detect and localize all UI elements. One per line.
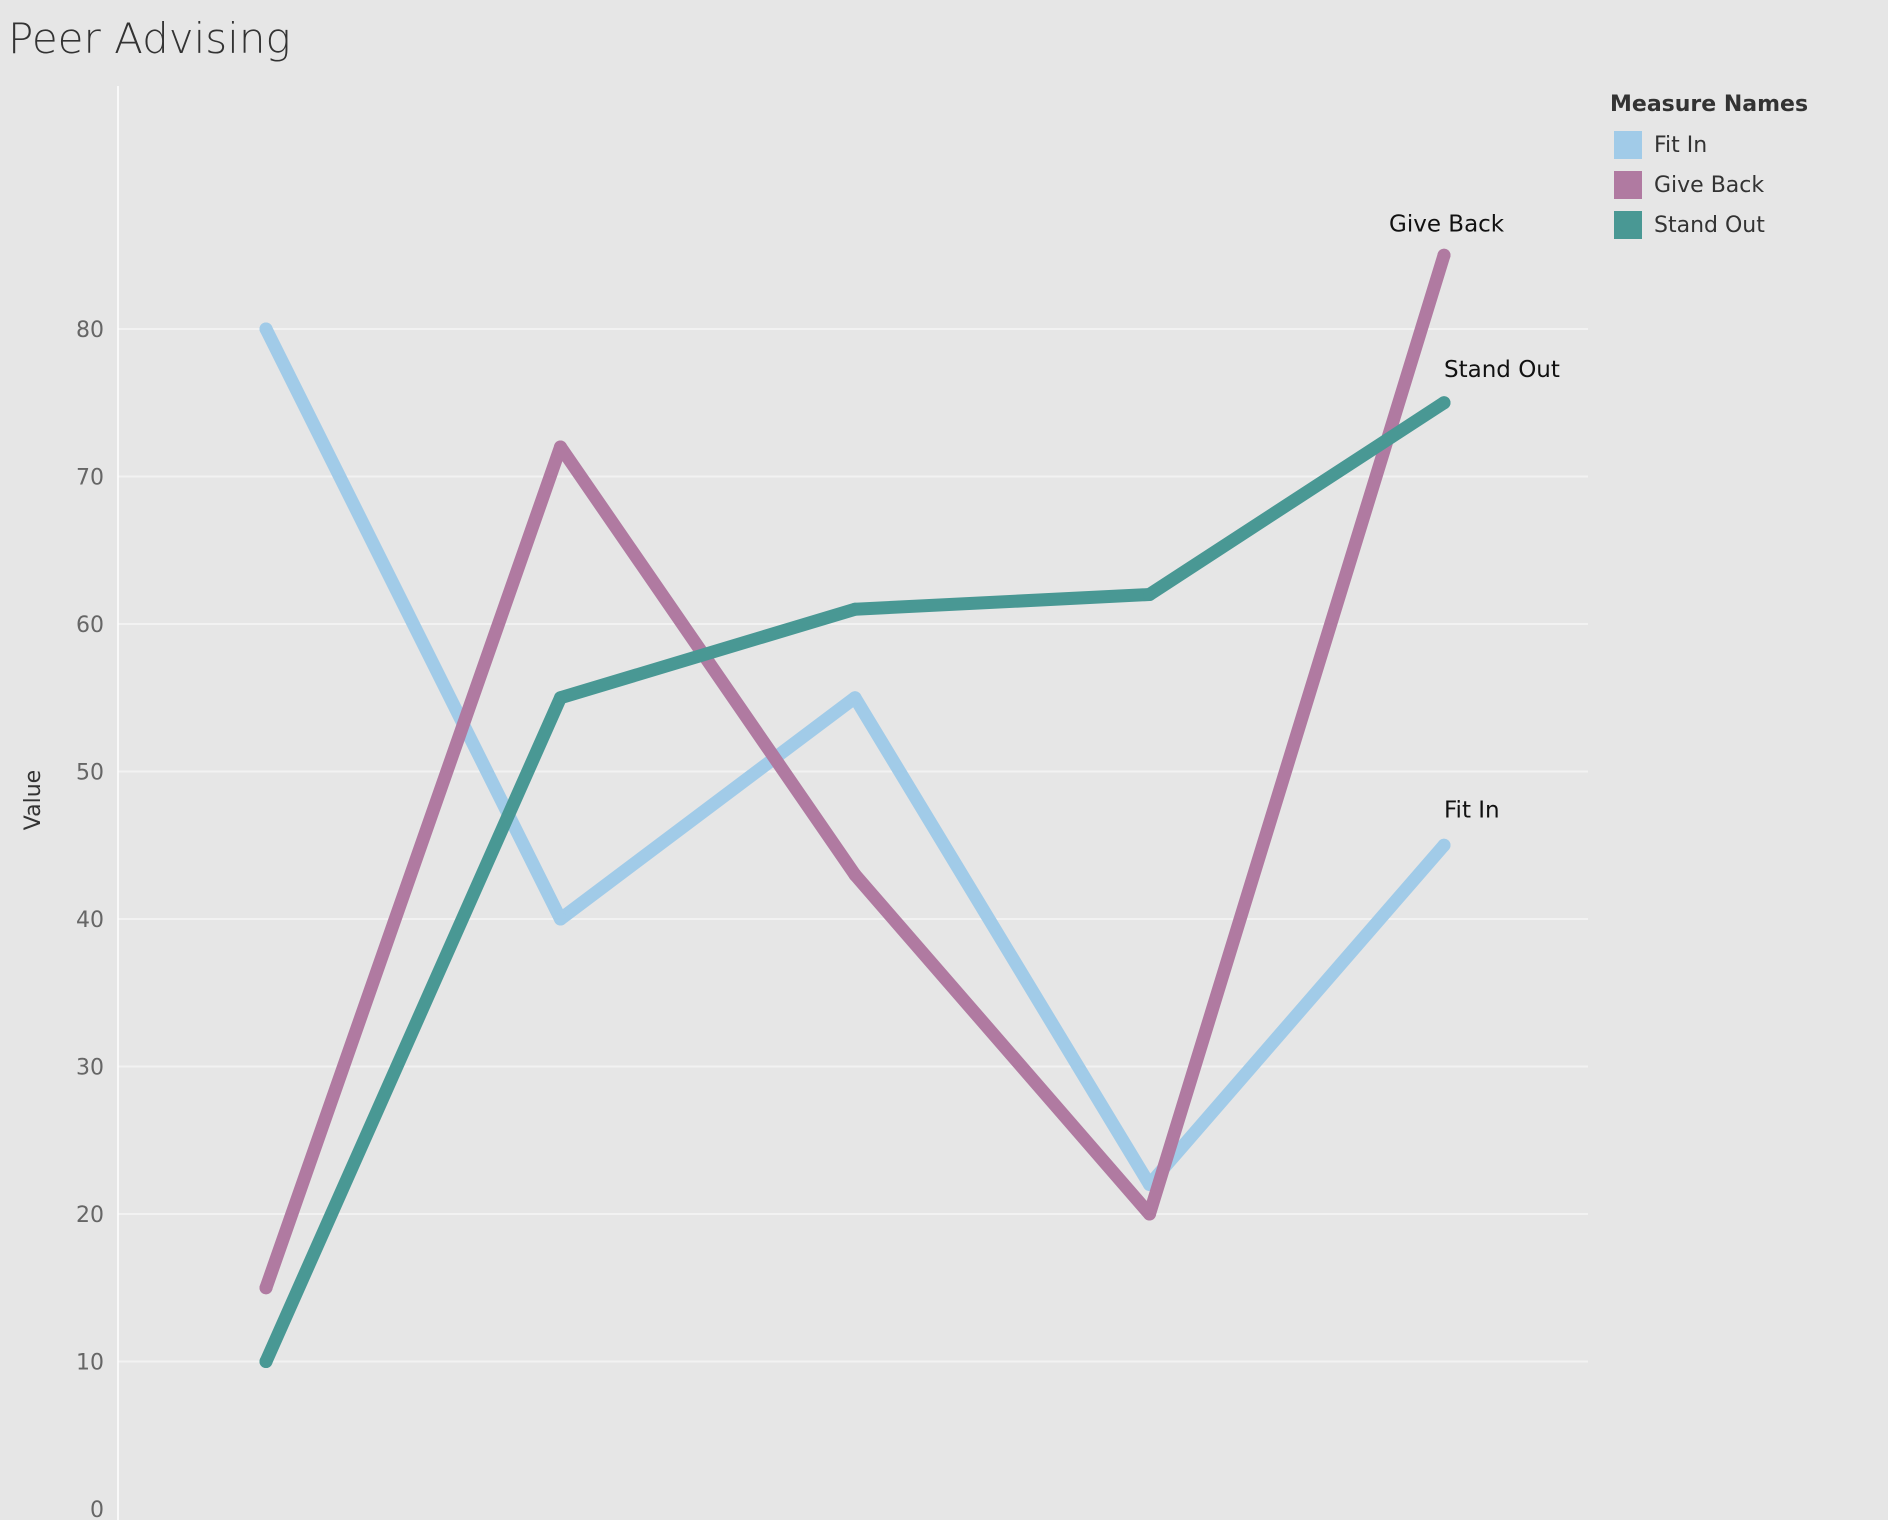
y-tick-label-20: 20 [76, 1203, 104, 1228]
y-tick-label-10: 10 [76, 1351, 104, 1376]
legend-swatch-stand-out [1614, 211, 1642, 239]
point-stand-out-4 [1143, 588, 1156, 601]
legend: Measure Names Fit In Give Back Stand Out [1610, 92, 1808, 245]
point-stand-out-1 [259, 1355, 273, 1368]
legend-label-fit-in: Fit In [1654, 132, 1708, 158]
y-axis-title: Value [21, 770, 46, 830]
point-give-back-2 [554, 440, 567, 454]
series-end-labels: Fit In Give Back Stand Out [1389, 211, 1560, 823]
point-give-back-4 [1143, 1207, 1156, 1221]
y-tick-label-50: 50 [76, 761, 104, 786]
point-stand-out-5 [1437, 396, 1451, 410]
legend-items: Fit In Give Back Stand Out [1610, 125, 1808, 245]
point-fit-in-1 [259, 322, 273, 336]
legend-swatch-fit-in [1614, 131, 1642, 159]
point-fit-in-3 [848, 691, 862, 705]
point-fit-in-5 [1437, 838, 1451, 852]
legend-item-fit-in[interactable]: Fit In [1610, 125, 1808, 165]
point-give-back-3 [848, 868, 862, 882]
legend-label-give-back: Give Back [1654, 172, 1765, 198]
series-line-fit-in [259, 322, 1451, 1191]
legend-item-give-back[interactable]: Give Back [1610, 165, 1808, 205]
point-fit-in-2 [554, 912, 567, 926]
end-label-fit-in: Fit In [1444, 797, 1500, 823]
legend-item-stand-out[interactable]: Stand Out [1610, 205, 1808, 245]
point-give-back-1 [259, 1281, 273, 1295]
point-stand-out-2 [554, 691, 567, 705]
page-title: Peer Advising [8, 14, 291, 63]
legend-label-stand-out: Stand Out [1654, 212, 1765, 238]
end-label-give-back: Give Back [1389, 211, 1505, 237]
gridlines [118, 328, 1588, 1363]
y-tick-label-30: 30 [76, 1056, 104, 1081]
legend-swatch-give-back [1614, 171, 1642, 199]
y-tick-labels: 0 10 20 30 40 50 60 70 80 [76, 318, 104, 1520]
point-give-back-5 [1437, 248, 1451, 262]
legend-title: Measure Names [1610, 92, 1809, 117]
y-tick-label-0: 0 [90, 1498, 104, 1520]
y-tick-label-60: 60 [76, 613, 104, 638]
point-stand-out-3 [848, 602, 862, 616]
y-tick-label-40: 40 [76, 908, 104, 933]
y-tick-label-70: 70 [76, 466, 104, 491]
end-label-stand-out: Stand Out [1444, 357, 1560, 383]
series-lines [259, 248, 1451, 1368]
y-tick-label-80: 80 [76, 318, 104, 343]
